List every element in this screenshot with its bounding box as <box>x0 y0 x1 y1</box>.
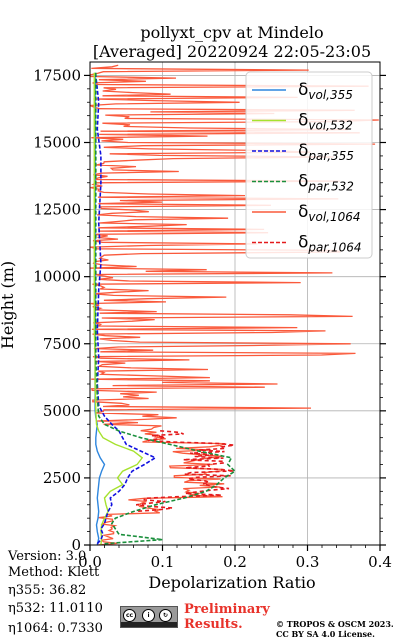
series-par532-line <box>95 72 237 545</box>
series-par1064-line <box>136 429 235 512</box>
y-tick-label: 17500 <box>33 66 81 84</box>
cc-by-sa-logo: cc i ↻ <box>120 606 178 628</box>
legend-label: δpar,1064 <box>298 233 362 255</box>
y-tick-label: 2500 <box>43 469 81 487</box>
series-par355-line <box>95 75 157 545</box>
series-vol532-line <box>93 72 144 546</box>
y-tick-label: 5000 <box>43 402 81 420</box>
chart-subtitle: [Averaged] 20220924 22:05-23:05 <box>93 42 371 61</box>
preliminary-label: Preliminary <box>184 602 270 617</box>
legend-label: δvol,355 <box>298 80 353 102</box>
series-vol1064-line <box>89 64 379 546</box>
y-tick-label: 10000 <box>33 268 81 286</box>
eta1064-text: η1064: 0.7330 <box>8 621 103 636</box>
legend-label: δpar,355 <box>298 141 354 163</box>
eta355-text: η355: 36.82 <box>8 583 87 598</box>
copyright-text: © TROPOS & OSCM 2023. <box>276 619 394 629</box>
legend-label: δpar,532 <box>298 172 354 194</box>
method-text: Method: Klett <box>8 565 100 580</box>
legend-label: δvol,1064 <box>298 202 361 224</box>
x-tick-label: 0.4 <box>368 553 392 571</box>
x-tick-label: 0.2 <box>223 553 247 571</box>
license-text: CC BY SA 4.0 License. <box>276 629 375 639</box>
eta532-text: η532: 11.0110 <box>8 601 103 616</box>
cc-icon: cc <box>123 609 136 622</box>
x-tick-label: 0.0 <box>78 553 102 571</box>
y-tick-label: 15000 <box>33 134 81 152</box>
results-label: Results. <box>184 617 243 632</box>
y-axis-label: Height (m) <box>0 261 17 349</box>
version-text: Version: 3.0 <box>8 549 87 564</box>
series-vol355-line <box>94 72 106 546</box>
y-tick-label: 0 <box>71 536 81 554</box>
legend-label: δvol,532 <box>298 111 353 133</box>
cc-license-bar <box>121 622 177 627</box>
x-tick-label: 0.1 <box>151 553 175 571</box>
y-tick-label: 7500 <box>43 335 81 353</box>
chart-title: pollyxt_cpv at Mindelo <box>140 23 323 42</box>
x-tick-label: 0.3 <box>296 553 320 571</box>
y-tick-label: 12500 <box>33 201 81 219</box>
x-axis-label: Depolarization Ratio <box>148 573 315 592</box>
sa-icon: ↻ <box>159 609 172 622</box>
by-icon: i <box>142 609 155 622</box>
